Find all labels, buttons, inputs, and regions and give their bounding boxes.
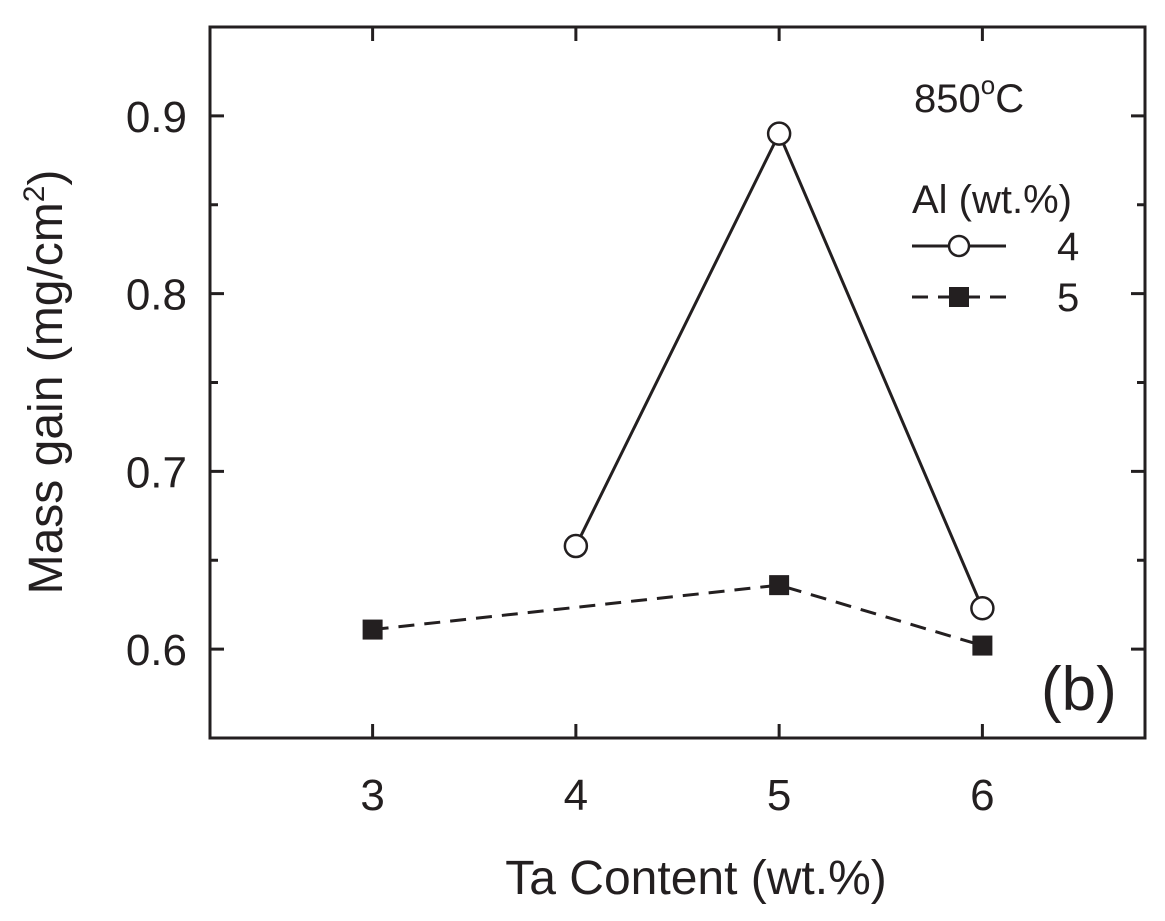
tick-labels: 3 4 5 6 0.6 0.7 0.8 0.9: [126, 93, 995, 820]
series-5-point: [972, 635, 993, 656]
y-axis-title-main: Mass gain (mg/cm: [20, 202, 73, 594]
y-axis-title-close: ): [20, 170, 73, 186]
y-tick-label: 0.8: [126, 271, 187, 320]
y-axis-title: Mass gain (mg/cm2): [18, 170, 73, 595]
temperature-value: 850: [914, 77, 981, 121]
x-tick-label: 4: [564, 771, 588, 820]
series-4-point: [970, 595, 995, 621]
series-5-line: [372, 583, 983, 648]
legend-marker: [947, 234, 971, 258]
legend-title: Al (wt.%): [912, 178, 1072, 222]
legend-label: 4: [1057, 225, 1079, 269]
y-tick-label: 0.7: [126, 448, 187, 497]
x-tick-label: 3: [360, 771, 384, 820]
legend-marker: [949, 287, 969, 307]
plot-frame: [208, 25, 1147, 740]
y-axis-title-superscript: 2: [18, 186, 51, 203]
x-tick-label: 5: [767, 771, 791, 820]
series-layer: [362, 121, 995, 656]
legend: 45: [912, 225, 1079, 320]
temperature-annotation: 850oC: [914, 70, 1024, 121]
legend-label: 5: [1057, 276, 1079, 320]
panel-label: (b): [1041, 655, 1117, 724]
degree-symbol: o: [981, 70, 995, 100]
legend-entry-5: 5: [912, 276, 1079, 320]
series-4-point: [563, 533, 589, 559]
x-tick-label: 6: [970, 771, 994, 820]
legend-entry-4: 4: [912, 225, 1079, 269]
x-axis-title: Ta Content (wt.%): [505, 852, 886, 905]
series-5-point: [362, 619, 383, 640]
temperature-unit: C: [995, 77, 1024, 121]
y-tick-label: 0.6: [126, 626, 187, 675]
series-4-point: [766, 121, 792, 146]
axis-ticks: [210, 27, 1145, 738]
series-5-point: [769, 575, 790, 596]
y-tick-label: 0.9: [126, 93, 187, 142]
